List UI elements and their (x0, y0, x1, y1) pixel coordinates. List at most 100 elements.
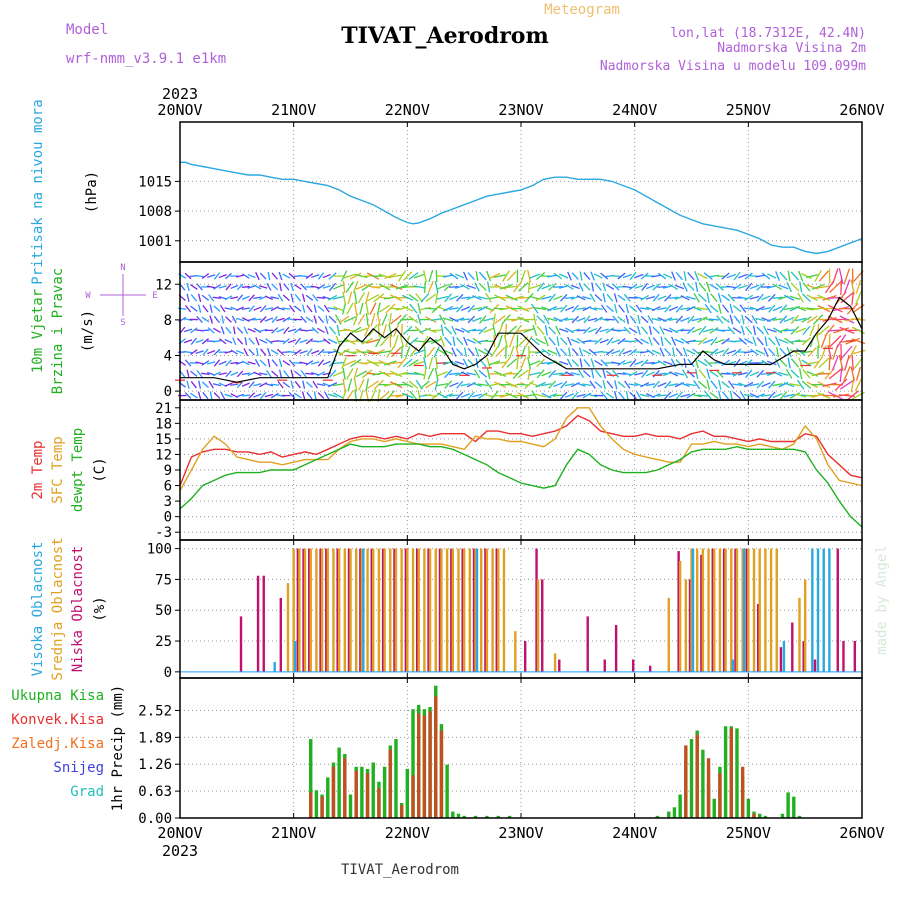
y-axis-label: Visoka Oblacnost (30, 542, 46, 677)
bar-precip (406, 769, 409, 818)
wind-arrow (521, 357, 526, 369)
wind-arrow (437, 384, 448, 386)
wind-arrow (697, 395, 708, 396)
wind-arrow (773, 284, 782, 289)
bar-clouds (257, 576, 259, 672)
wind-arrow (528, 270, 531, 282)
wind-arrow (653, 338, 659, 345)
wind-arrow (800, 281, 802, 292)
bar-clouds (263, 576, 265, 672)
wind-arrow (191, 381, 196, 388)
wind-arrow (545, 325, 547, 335)
bar-clouds (287, 583, 289, 672)
wind-arrow (722, 295, 730, 301)
wind-arrow (568, 272, 572, 281)
wind-arrow (343, 379, 345, 391)
bar-precip (445, 765, 448, 818)
wind-arrow (635, 274, 644, 277)
wind-arrow (347, 368, 353, 379)
wind-arrow (414, 341, 425, 342)
wind-arrow (504, 335, 507, 348)
wind-arrow (742, 315, 744, 324)
wind-arrow (715, 276, 725, 277)
wind-arrow (780, 359, 787, 366)
y-tick-label: 0 (164, 384, 172, 400)
wind-arrow (230, 297, 238, 299)
bar-precip (320, 797, 323, 818)
wind-arrow (634, 286, 643, 289)
wind-arrow (354, 314, 358, 326)
watermark: made by Angel (874, 545, 890, 655)
wind-arrow (629, 371, 637, 376)
wind-arrow (207, 275, 215, 278)
wind-arrow (606, 393, 614, 398)
y-tick-label: 0 (164, 665, 172, 681)
bar-precip (792, 797, 795, 818)
wind-arrow (799, 271, 803, 281)
wind-arrow (765, 336, 767, 346)
wind-arrow (207, 351, 215, 354)
y-axis-label: 1hr Precip (mm) (110, 685, 126, 811)
bar-precip (735, 728, 738, 818)
wind-arrow (537, 326, 544, 334)
bar-precip (309, 792, 312, 818)
wind-arrow (733, 328, 741, 333)
bar-clouds (587, 616, 589, 671)
wind-arrow (687, 393, 695, 398)
wind-arrow (773, 328, 782, 333)
wind-arrow (214, 316, 219, 322)
wind-arrow (324, 305, 329, 312)
bar-clouds (724, 549, 726, 672)
wind-arrow (718, 293, 721, 303)
bar-precip (707, 758, 710, 818)
wind-arrow (424, 357, 427, 369)
wind-arrow (288, 329, 296, 332)
wind-arrow (542, 372, 552, 376)
wind-arrow (203, 349, 208, 356)
wind-arrow (653, 294, 659, 301)
wind-arrow (479, 272, 486, 280)
wind-arrow (191, 338, 196, 345)
wind-arrow (641, 339, 649, 343)
wind-arrow (557, 336, 559, 346)
wind-arrow (669, 394, 678, 398)
wind-arrow (268, 272, 269, 280)
bar-clouds (298, 549, 300, 672)
x-tick-label-bottom: 24NOV (612, 824, 657, 842)
bar-clouds (668, 598, 670, 672)
wind-arrow (523, 307, 535, 310)
bar-clouds (469, 549, 471, 672)
bar-clouds (823, 549, 825, 672)
wind-arrow (742, 326, 745, 335)
wind-arrow (421, 381, 430, 389)
wind-arrow (272, 273, 277, 279)
wind-arrow (661, 337, 663, 346)
wind-arrow (307, 305, 312, 312)
wind-arrow (333, 285, 343, 289)
wind-arrow (257, 348, 258, 356)
wind-arrow (829, 369, 841, 379)
bar-clouds (315, 549, 317, 672)
wind-arrow (219, 361, 227, 364)
bar-clouds (514, 631, 516, 672)
wind-arrow (600, 352, 609, 353)
wind-arrow (265, 308, 273, 310)
wind-arrow (769, 348, 776, 355)
wind-arrow (553, 296, 562, 300)
wind-arrow (683, 283, 687, 292)
wind-arrow (757, 338, 763, 345)
wind-arrow (626, 304, 628, 313)
wind-arrow (698, 381, 706, 388)
wind-arrow (829, 356, 830, 371)
wind-arrow (476, 271, 478, 281)
wind-arrow (719, 391, 722, 401)
wind-arrow (190, 285, 197, 290)
wind-arrow (260, 273, 266, 279)
wind-arrow (277, 329, 285, 332)
wind-arrow (533, 325, 536, 336)
wind-arrow (242, 296, 249, 299)
wind-arrow (249, 382, 254, 388)
